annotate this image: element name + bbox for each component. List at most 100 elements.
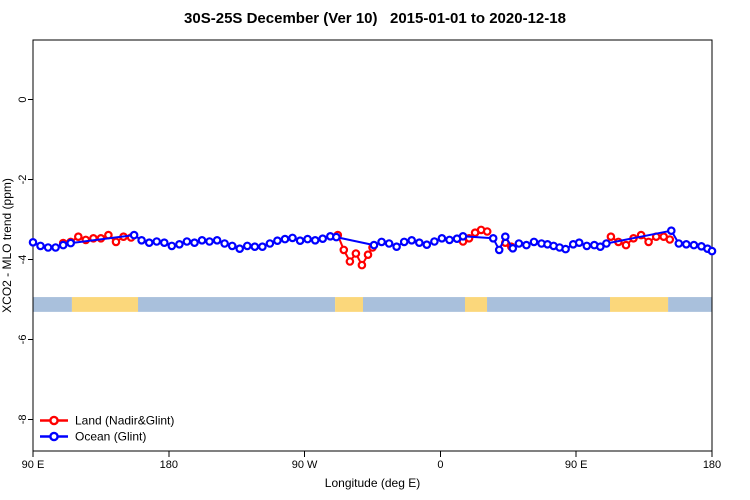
y-axis-title: XCO2 - MLO trend (ppm) bbox=[0, 178, 14, 313]
ocean-data-point-marker bbox=[227, 241, 237, 251]
legend-label: Ocean (Glint) bbox=[75, 430, 146, 444]
ocean-data-point-marker bbox=[331, 232, 341, 242]
ocean-data-point-marker bbox=[273, 236, 282, 246]
ocean-data-point-marker bbox=[399, 237, 409, 247]
x-axis-tick-label: 90 E bbox=[565, 459, 588, 471]
ocean-data-point-marker bbox=[574, 238, 584, 248]
ocean-data-point-marker bbox=[318, 234, 328, 244]
y-axis-tick-label: -8 bbox=[17, 415, 29, 425]
ocean-data-point-marker bbox=[437, 234, 447, 243]
land-data-point-marker bbox=[345, 257, 355, 266]
x-axis-tick-label: 180 bbox=[703, 459, 721, 471]
ocean-data-point-marker bbox=[377, 237, 386, 247]
ocean-data-point-marker bbox=[422, 240, 432, 250]
y-axis-tick-label: -2 bbox=[17, 175, 29, 185]
x-axis-tick-label: 180 bbox=[160, 459, 178, 471]
ocean-band-segment bbox=[668, 297, 712, 312]
ocean-data-point-marker bbox=[707, 246, 717, 256]
land-data-point-marker bbox=[621, 240, 631, 250]
ocean-data-point-marker bbox=[310, 236, 320, 245]
ocean-data-point-marker bbox=[303, 234, 312, 244]
ocean-data-point-marker bbox=[160, 238, 169, 248]
ocean-data-point-marker bbox=[144, 238, 154, 248]
ocean-data-point-marker bbox=[369, 240, 379, 250]
ocean-data-point-marker bbox=[488, 234, 498, 243]
ocean-band-segment bbox=[33, 297, 72, 312]
ocean-band-segment bbox=[138, 297, 336, 312]
ocean-data-point-marker bbox=[152, 237, 162, 246]
ocean-data-point-marker bbox=[407, 236, 417, 245]
ocean-data-point-marker bbox=[681, 240, 691, 249]
ocean-data-point-marker bbox=[36, 241, 45, 251]
land-data-point-marker bbox=[665, 235, 675, 244]
ocean-data-point-marker bbox=[561, 244, 570, 254]
ocean-data-point-marker bbox=[500, 232, 510, 242]
ocean-data-point-marker bbox=[414, 238, 424, 248]
ocean-data-point-marker bbox=[494, 245, 504, 255]
ocean-data-point-marker bbox=[392, 242, 401, 252]
ocean-data-point-marker bbox=[582, 241, 592, 251]
legend-label: Land (Nadir&Glint) bbox=[75, 414, 174, 428]
ocean-data-point-marker bbox=[250, 242, 260, 252]
ocean-data-point-marker bbox=[212, 236, 222, 245]
ocean-data-point-marker bbox=[190, 238, 199, 248]
y-axis-tick-label: 0 bbox=[17, 97, 29, 103]
land-band-segment bbox=[464, 297, 488, 312]
legend-symbol-marker bbox=[49, 431, 59, 442]
ocean-data-point-marker bbox=[602, 239, 611, 248]
ocean-data-point-marker bbox=[175, 240, 184, 249]
ocean-data-point-marker bbox=[235, 244, 245, 254]
x-axis-tick-label: 90 W bbox=[292, 459, 318, 471]
ocean-data-point-marker bbox=[280, 234, 290, 244]
land-data-point-marker bbox=[606, 232, 616, 242]
ocean-band-segment bbox=[487, 297, 610, 312]
land-band-segment bbox=[335, 297, 363, 312]
ocean-data-point-marker bbox=[258, 242, 267, 252]
ocean-data-point-marker bbox=[129, 230, 139, 240]
land-data-point-marker bbox=[482, 227, 492, 236]
ocean-data-point-marker bbox=[295, 236, 305, 246]
x-axis-tick-label: 0 bbox=[437, 459, 443, 471]
ocean-data-point-marker bbox=[43, 243, 53, 252]
ocean-data-point-marker bbox=[243, 241, 252, 251]
ocean-data-point-marker bbox=[445, 235, 454, 245]
ocean-data-point-marker bbox=[197, 236, 207, 245]
ocean-data-point-marker bbox=[689, 240, 699, 250]
y-axis-tick-label: -4 bbox=[17, 255, 29, 265]
ocean-data-point-marker bbox=[167, 241, 177, 251]
land-data-point-marker bbox=[357, 260, 367, 270]
land-band-segment bbox=[609, 297, 669, 312]
land-data-point-marker bbox=[644, 237, 653, 247]
ocean-data-point-marker bbox=[529, 237, 539, 247]
ocean-data-point-marker bbox=[595, 242, 605, 252]
ocean-data-point-marker bbox=[508, 244, 518, 253]
ocean-data-point-marker bbox=[514, 239, 524, 248]
ocean-data-point-marker bbox=[220, 239, 229, 248]
land-band-segment bbox=[71, 297, 139, 312]
ocean-data-point-marker bbox=[28, 238, 38, 247]
ocean-data-point-marker bbox=[58, 240, 68, 250]
ocean-data-point-marker bbox=[522, 240, 531, 250]
ocean-data-point-marker bbox=[137, 236, 146, 245]
land-data-point-marker bbox=[339, 245, 349, 255]
ocean-data-point-marker bbox=[288, 233, 297, 243]
ocean-data-point-marker bbox=[182, 237, 192, 246]
ocean-data-point-marker bbox=[51, 243, 60, 252]
ocean-data-point-marker bbox=[384, 239, 394, 248]
ocean-data-point-marker bbox=[666, 226, 676, 236]
legend-symbol-marker bbox=[49, 415, 59, 426]
ocean-data-point-marker bbox=[458, 232, 468, 241]
ocean-data-point-marker bbox=[265, 239, 275, 248]
ocean-band-segment bbox=[362, 297, 465, 312]
chart-title: 30S-25S December (Ver 10) 2015-01-01 to … bbox=[184, 10, 566, 27]
x-axis-tick-label: 90 E bbox=[22, 459, 45, 471]
land-data-point-marker bbox=[351, 249, 361, 258]
ocean-data-point-marker bbox=[66, 238, 76, 248]
ocean-data-point-marker bbox=[205, 237, 214, 246]
land-data-point-marker bbox=[74, 232, 83, 242]
ocean-data-point-marker bbox=[674, 239, 684, 248]
ocean-data-point-marker bbox=[430, 237, 439, 246]
land-data-point-marker bbox=[363, 250, 373, 260]
y-axis-tick-label: -6 bbox=[17, 335, 29, 345]
